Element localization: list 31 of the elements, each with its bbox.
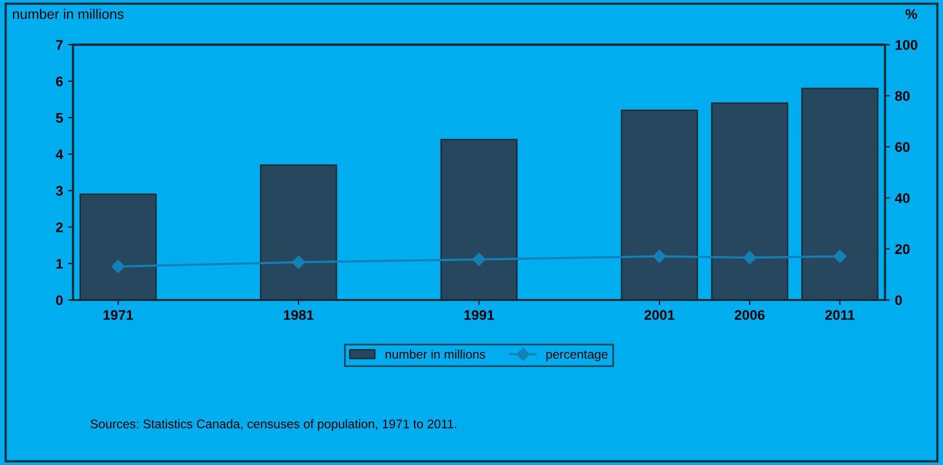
- y2-tick-label: 40: [894, 193, 910, 204]
- x-tick-label: 1991: [464, 310, 494, 320]
- y-tick-label: 3: [56, 186, 63, 196]
- y-tick-label: 1: [56, 259, 63, 269]
- y-tick-label: 2: [56, 222, 63, 232]
- point: [833, 250, 846, 263]
- source-note: Sources: Statistics Canada, censuses of population, 1971 to 2011.: [90, 419, 456, 431]
- y2-tick-label: 20: [895, 244, 910, 254]
- y-axis-title: number in millions: [13, 8, 124, 19]
- x-tick-label: 1981: [284, 310, 314, 320]
- y-tick-label: 4: [56, 150, 64, 160]
- point: [652, 250, 666, 263]
- legend-label: number in millions: [386, 350, 486, 359]
- y-tick-label: 0: [56, 295, 63, 306]
- y2-tick-label: 80: [895, 91, 910, 101]
- y2-tick-label: 100: [896, 40, 918, 50]
- y-tick-label: 5: [56, 113, 63, 123]
- legend-label: percentage: [546, 350, 608, 362]
- x-tick-label: 1971: [104, 310, 134, 320]
- y2-axis-title: %: [905, 9, 918, 19]
- y2-tick-label: 0: [895, 295, 902, 306]
- x-tick-label: 2006: [734, 310, 765, 320]
- y-tick-label: 6: [56, 76, 63, 86]
- point: [743, 251, 756, 264]
- x-tick-label: 2011: [825, 310, 855, 320]
- point: [292, 256, 306, 269]
- y2-tick-label: 60: [895, 142, 910, 152]
- point: [112, 260, 125, 274]
- x-tick-label: 2001: [644, 310, 675, 320]
- y-tick-label: 7: [56, 40, 63, 50]
- point: [472, 252, 486, 266]
